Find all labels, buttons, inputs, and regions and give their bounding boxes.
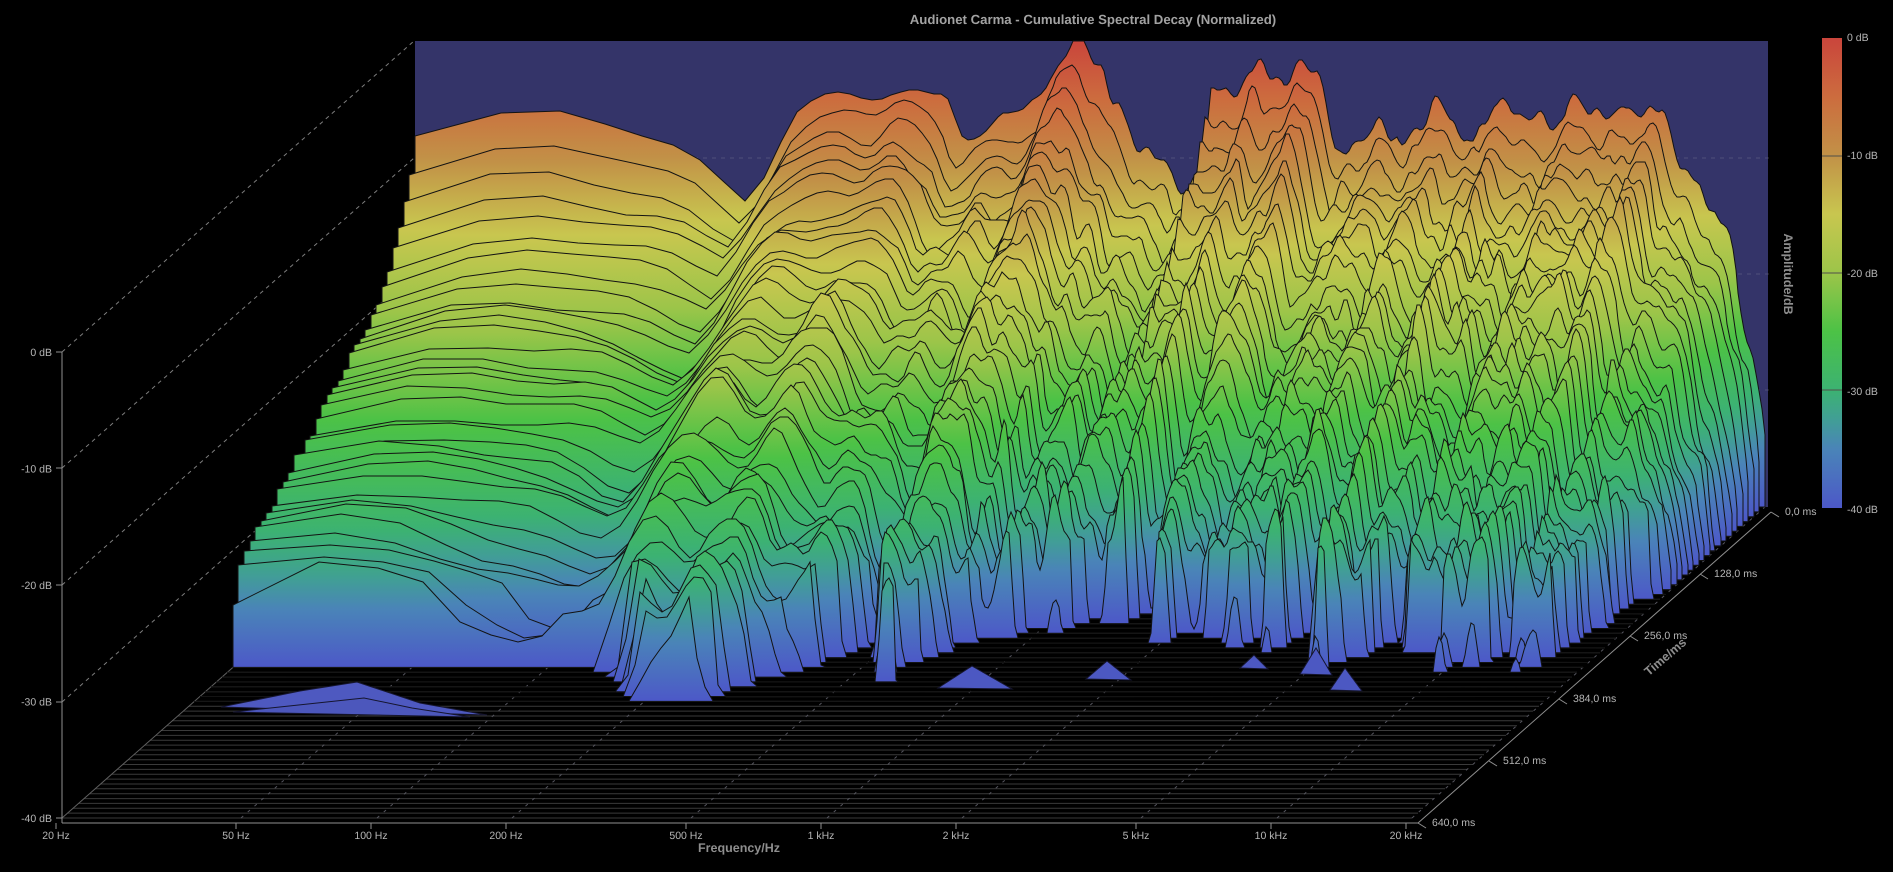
svg-text:50 Hz: 50 Hz bbox=[222, 830, 249, 842]
svg-text:0 dB: 0 dB bbox=[1847, 32, 1869, 44]
svg-text:-10 dB: -10 dB bbox=[1847, 150, 1878, 162]
svg-text:128,0 ms: 128,0 ms bbox=[1714, 568, 1757, 580]
svg-text:0,0 ms: 0,0 ms bbox=[1785, 506, 1817, 518]
svg-text:256,0 ms: 256,0 ms bbox=[1644, 630, 1687, 642]
svg-text:20 kHz: 20 kHz bbox=[1390, 830, 1423, 842]
svg-text:Frequency/Hz: Frequency/Hz bbox=[698, 841, 780, 855]
svg-text:2 kHz: 2 kHz bbox=[943, 830, 970, 842]
svg-text:1 kHz: 1 kHz bbox=[808, 830, 835, 842]
svg-text:200 Hz: 200 Hz bbox=[489, 830, 522, 842]
svg-text:500 Hz: 500 Hz bbox=[669, 830, 702, 842]
svg-text:Amplitude/dB: Amplitude/dB bbox=[1781, 233, 1795, 314]
svg-text:-30 dB: -30 dB bbox=[1847, 386, 1878, 398]
svg-text:5 kHz: 5 kHz bbox=[1123, 830, 1150, 842]
svg-text:640,0 ms: 640,0 ms bbox=[1432, 817, 1475, 829]
svg-text:384,0 ms: 384,0 ms bbox=[1573, 693, 1616, 705]
svg-text:0 dB: 0 dB bbox=[30, 347, 52, 359]
svg-text:20 Hz: 20 Hz bbox=[42, 830, 69, 842]
svg-text:-20 dB: -20 dB bbox=[1847, 268, 1878, 280]
svg-text:10 kHz: 10 kHz bbox=[1255, 830, 1288, 842]
svg-text:100 Hz: 100 Hz bbox=[354, 830, 387, 842]
svg-text:-40 dB: -40 dB bbox=[21, 813, 52, 825]
svg-text:-10 dB: -10 dB bbox=[21, 464, 52, 476]
svg-text:-40 dB: -40 dB bbox=[1847, 504, 1878, 516]
svg-text:512,0 ms: 512,0 ms bbox=[1503, 755, 1546, 767]
svg-text:-30 dB: -30 dB bbox=[21, 697, 52, 709]
svg-text:Audionet Carma - Cumulative Sp: Audionet Carma - Cumulative Spectral Dec… bbox=[910, 12, 1276, 27]
svg-text:-20 dB: -20 dB bbox=[21, 580, 52, 592]
